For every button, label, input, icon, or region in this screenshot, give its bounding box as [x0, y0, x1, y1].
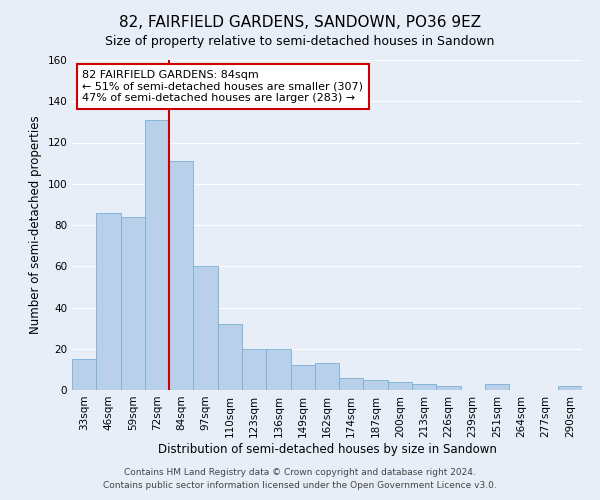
Bar	[436, 386, 461, 390]
Text: 82 FAIRFIELD GARDENS: 84sqm
← 51% of semi-detached houses are smaller (307)
47% : 82 FAIRFIELD GARDENS: 84sqm ← 51% of sem…	[82, 70, 363, 103]
X-axis label: Distribution of semi-detached houses by size in Sandown: Distribution of semi-detached houses by …	[158, 442, 496, 456]
Bar	[121, 217, 145, 390]
Bar	[364, 380, 388, 390]
Bar	[96, 212, 121, 390]
Text: Size of property relative to semi-detached houses in Sandown: Size of property relative to semi-detach…	[106, 35, 494, 48]
Bar	[315, 363, 339, 390]
Bar	[388, 382, 412, 390]
Bar	[193, 266, 218, 390]
Bar	[412, 384, 436, 390]
Bar	[485, 384, 509, 390]
Bar	[266, 349, 290, 390]
Bar	[290, 365, 315, 390]
Bar	[339, 378, 364, 390]
Bar	[72, 359, 96, 390]
Text: 82, FAIRFIELD GARDENS, SANDOWN, PO36 9EZ: 82, FAIRFIELD GARDENS, SANDOWN, PO36 9EZ	[119, 15, 481, 30]
Text: Contains HM Land Registry data © Crown copyright and database right 2024.
Contai: Contains HM Land Registry data © Crown c…	[103, 468, 497, 490]
Bar	[218, 324, 242, 390]
Bar	[558, 386, 582, 390]
Bar	[145, 120, 169, 390]
Bar	[169, 161, 193, 390]
Bar	[242, 349, 266, 390]
Y-axis label: Number of semi-detached properties: Number of semi-detached properties	[29, 116, 42, 334]
